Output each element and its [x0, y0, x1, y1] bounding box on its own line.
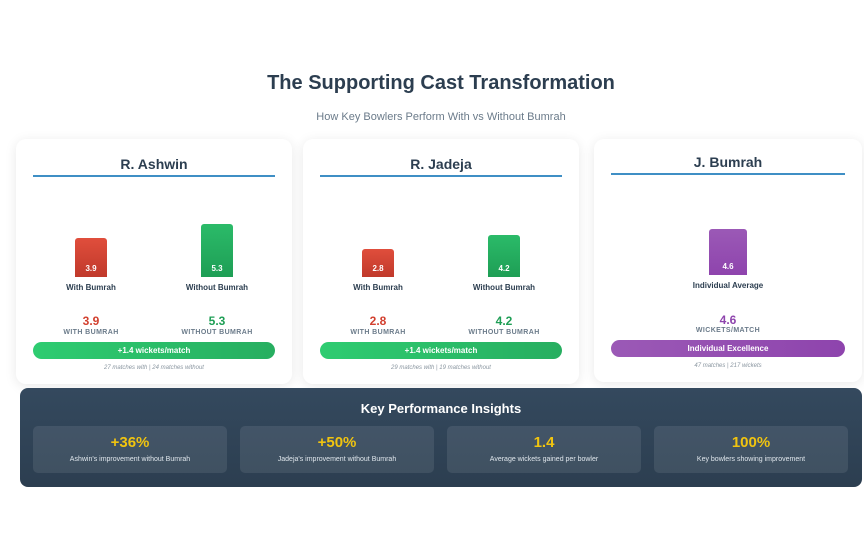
page-subtitle: How Key Bowlers Perform With vs Without …: [316, 111, 566, 123]
match-footnote: 27 matches with | 24 matches without: [104, 365, 204, 371]
stat-without-label: WITHOUT BUMRAH: [181, 329, 253, 336]
bar-category-label: Without Bumrah: [472, 283, 536, 292]
card-title: J. Bumrah: [693, 154, 763, 170]
card-title: R. Ashwin: [120, 156, 188, 172]
bar-without-bumrah: 4.2: [488, 235, 520, 277]
bar-with-bumrah: 2.8: [362, 249, 394, 277]
bowler-card-jadeja: R. Jadeja 2.8 4.2 With Bumrah Without Bu…: [303, 139, 579, 384]
bar-category-label: Individual Average: [692, 281, 764, 290]
bar-value-label: 4.2: [498, 264, 510, 273]
bar-with-bumrah: 3.9: [75, 238, 107, 277]
stat-without-value: 5.3: [208, 314, 226, 328]
stat-with-label: WITH BUMRAH: [350, 329, 406, 336]
stat-without-label: WITHOUT BUMRAH: [468, 329, 540, 336]
improvement-badge: +1.4 wickets/match: [320, 342, 562, 359]
improvement-badge: +1.4 wickets/match: [33, 342, 275, 359]
insight-card: +50% Jadeja's improvement without Bumrah: [240, 426, 434, 473]
insight-value: 1.4: [533, 434, 555, 451]
stat-without-value: 4.2: [495, 314, 513, 328]
card-divider: [33, 175, 275, 177]
bar-individual-average: 4.6: [709, 229, 747, 275]
insights-panel: Key Performance Insights +36% Ashwin's i…: [20, 388, 862, 487]
insight-description: Average wickets gained per bowler: [489, 456, 599, 463]
stat-with-value: 2.8: [369, 314, 387, 328]
stat-individual-label: WICKETS/MATCH: [695, 327, 761, 334]
insights-title: Key Performance Insights: [360, 401, 522, 416]
insight-value: +36%: [110, 434, 150, 451]
bowler-card-bumrah: J. Bumrah 4.6 Individual Average 4.6 WIC…: [594, 139, 862, 382]
page-title: The Supporting Cast Transformation: [267, 72, 615, 94]
stat-individual-value: 4.6: [719, 313, 737, 327]
match-footnote: 47 matches | 217 wickets: [694, 363, 762, 369]
insight-card: +36% Ashwin's improvement without Bumrah: [33, 426, 227, 473]
bar-value-label: 2.8: [372, 264, 384, 273]
insight-card: 100% Key bowlers showing improvement: [654, 426, 848, 473]
card-divider: [611, 173, 845, 175]
bar-category-label: With Bumrah: [353, 283, 403, 292]
insight-value: +50%: [317, 434, 357, 451]
bar-category-label: Without Bumrah: [185, 283, 249, 292]
bar-value-label: 4.6: [722, 262, 734, 271]
bar-without-bumrah: 5.3: [201, 224, 233, 277]
bowler-card-ashwin: R. Ashwin 3.9 5.3 With Bumrah Without Bu…: [16, 139, 292, 384]
match-footnote: 29 matches with | 19 matches without: [391, 365, 491, 371]
insight-value: 100%: [731, 434, 771, 451]
insight-description: Ashwin's improvement without Bumrah: [69, 456, 191, 463]
stat-with-label: WITH BUMRAH: [63, 329, 119, 336]
bar-value-label: 5.3: [211, 264, 223, 273]
bar-value-label: 3.9: [85, 264, 97, 273]
excellence-badge: Individual Excellence: [611, 340, 845, 357]
insight-description: Jadeja's improvement without Bumrah: [277, 456, 397, 463]
insight-description: Key bowlers showing improvement: [696, 456, 806, 463]
insight-card: 1.4 Average wickets gained per bowler: [447, 426, 641, 473]
card-divider: [320, 175, 562, 177]
bar-category-label: With Bumrah: [66, 283, 116, 292]
card-title: R. Jadeja: [410, 156, 472, 172]
stat-with-value: 3.9: [82, 314, 100, 328]
